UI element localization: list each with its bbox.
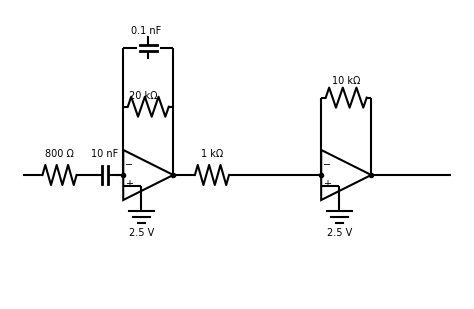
Text: +: + [323,180,331,189]
Text: 20 kΩ: 20 kΩ [129,91,158,101]
Text: +: + [125,180,133,189]
Text: −: − [125,160,133,171]
Text: 10 kΩ: 10 kΩ [332,76,360,86]
Text: 1 kΩ: 1 kΩ [201,149,223,159]
Text: 0.1 nF: 0.1 nF [131,26,161,36]
Text: 2.5 V: 2.5 V [129,228,154,238]
Text: 800 Ω: 800 Ω [45,149,74,159]
Text: −: − [323,160,331,171]
Text: 2.5 V: 2.5 V [327,228,352,238]
Text: 10 nF: 10 nF [91,149,118,159]
